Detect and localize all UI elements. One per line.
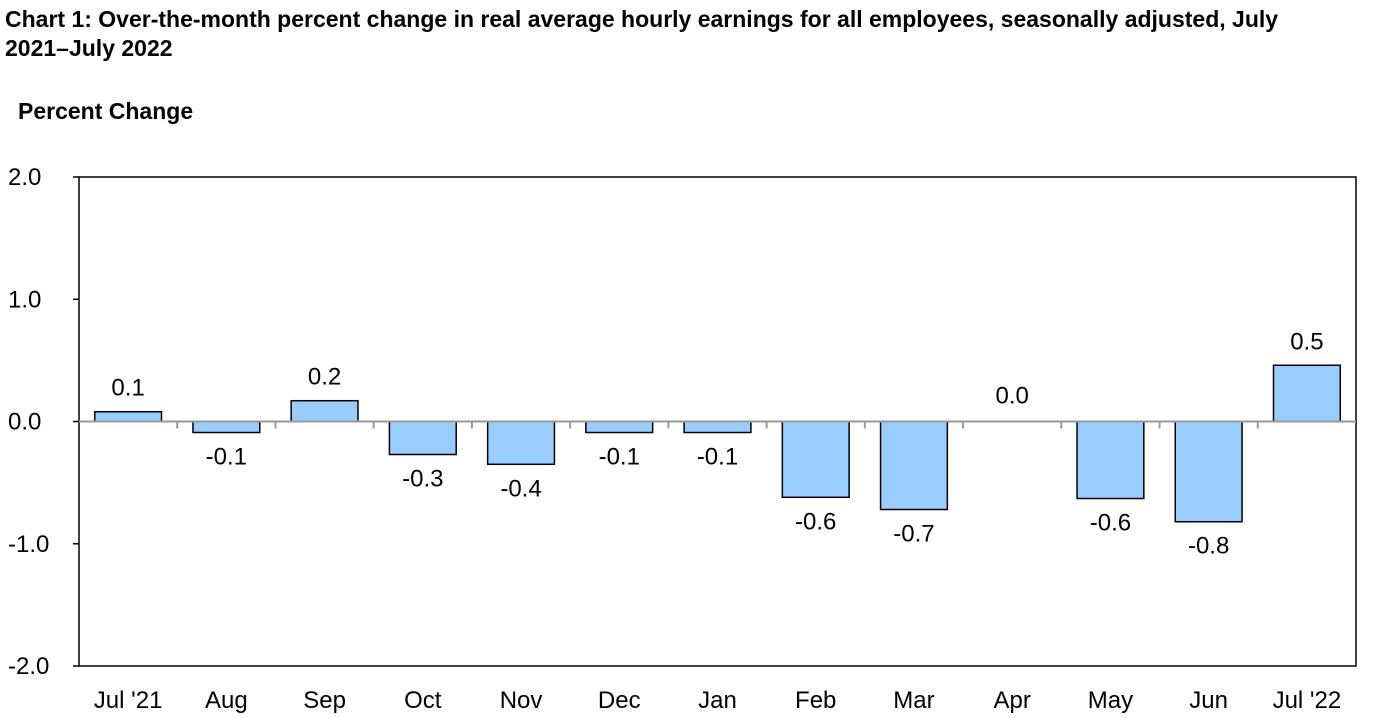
bar [290,399,359,423]
data-label: -0.3 [402,466,443,493]
y-axis-title: Percent Change [18,98,194,124]
data-label: -0.6 [795,508,836,535]
y-tick-label: 1.0 [8,286,41,313]
data-label: 0.2 [308,364,341,391]
chart-title: Chart 1: Over-the-month percent change i… [5,6,1279,61]
data-label: -0.1 [599,444,640,471]
bar [192,420,261,434]
x-tick-label: Feb [795,687,836,714]
y-tick-label: -2.0 [8,653,49,680]
data-label: -0.8 [1188,533,1229,560]
bar [1272,364,1342,423]
bar [1174,420,1243,523]
x-tick-label: Jan [698,687,737,714]
x-tick-label: Nov [500,687,543,714]
data-label: -0.4 [500,475,541,502]
bar [879,420,949,511]
bar [585,420,654,434]
x-tick-label: Jul '22 [1273,687,1342,714]
x-tick-label: Oct [404,687,442,714]
data-label: -0.6 [1090,510,1131,537]
y-tick-label: 2.0 [8,164,41,191]
y-tick-label: 0.0 [8,409,41,436]
bar [1076,420,1145,500]
x-tick-label: Apr [994,687,1031,714]
data-label: 0.0 [996,383,1029,410]
x-tick-label: Aug [205,687,248,714]
x-tick-label: Mar [893,687,934,714]
bar [486,420,556,466]
data-label: 0.5 [1290,328,1323,355]
bar [683,420,752,434]
x-tick-label: Sep [303,687,346,714]
data-label: 0.1 [111,375,144,402]
y-tick-label: -1.0 [8,531,49,558]
data-label: -0.1 [206,444,247,471]
bar [388,420,457,456]
x-tick-label: Jul '21 [94,687,163,714]
data-label: -0.7 [893,521,934,548]
x-tick-label: Dec [598,687,641,714]
x-tick-label: May [1088,687,1133,714]
data-label: -0.1 [697,444,738,471]
bar [781,420,850,499]
bar [93,410,163,423]
x-tick-label: Jun [1189,687,1228,714]
